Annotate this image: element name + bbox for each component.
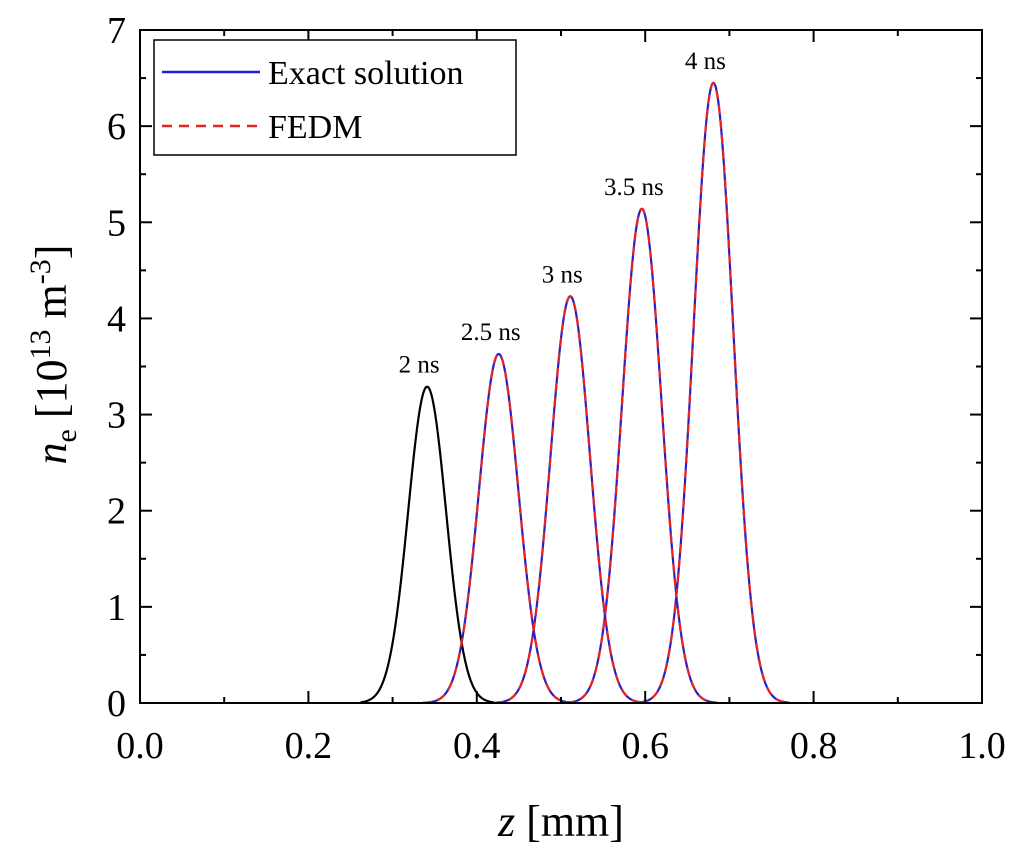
y-axis-unit-mid: m [27, 284, 76, 329]
y-tick-label: 0 [107, 683, 126, 725]
curves [360, 81, 790, 703]
y-axis-sup1: 13 [24, 329, 57, 359]
y-tick-label: 6 [107, 106, 126, 148]
y-axis-title: ne [1013 m-3] [24, 245, 83, 465]
peak-label: 2 ns [399, 352, 440, 379]
annotations: 2 ns 2.5 ns 3 ns 3.5 ns 4 ns [399, 48, 726, 379]
x-tick-label: 0.2 [285, 725, 333, 767]
axis-titles: z [mm]ne [1013 m-3] [24, 245, 624, 846]
fedm-curve-4 [637, 81, 790, 703]
peak-label: 4 ns [685, 48, 726, 75]
y-axis-var: n [27, 442, 76, 464]
x-axis-unit: [mm] [515, 797, 624, 846]
exact-curve-0 [360, 385, 494, 703]
y-axis-unit-close: ] [27, 245, 76, 260]
legend-box [153, 39, 517, 156]
fedm-curve-3 [565, 207, 718, 703]
x-tick-label: 0.6 [621, 725, 669, 767]
legend-label: FEDM [268, 109, 362, 146]
peak-label: 2.5 ns [461, 319, 521, 346]
exact-curve-2 [494, 295, 647, 703]
y-axis-unit-open: [10 [27, 359, 76, 429]
y-tick-label: 7 [107, 10, 126, 52]
x-tick-label: 1.0 [958, 725, 1006, 767]
y-tick-label: 1 [107, 587, 126, 629]
y-tick-label: 2 [107, 491, 126, 533]
axes: 0.0 0.2 0.4 0.6 0.8 1.0 0 1 2 3 4 5 6 7 [107, 10, 1006, 767]
y-tick-label: 5 [107, 202, 126, 244]
x-axis-title: z [mm] [497, 797, 624, 846]
y-axis-sub: e [50, 429, 83, 442]
fedm-curve-2 [494, 295, 647, 703]
exact-curve-1 [422, 352, 575, 703]
y-tick-label: 4 [107, 298, 126, 340]
fedm-curve-1 [422, 352, 575, 703]
peak-label: 3.5 ns [604, 174, 664, 201]
x-tick-label: 0.0 [116, 725, 164, 767]
x-tick-label: 0.8 [790, 725, 838, 767]
x-tick-label: 0.4 [453, 725, 501, 767]
legend-label: Exact solution [268, 55, 463, 92]
y-tick-label: 3 [107, 395, 126, 437]
y-axis-sup2: -3 [24, 259, 57, 284]
peak-label: 3 ns [542, 261, 583, 288]
x-axis-var: z [497, 797, 515, 846]
legend: Exact solution FEDM [153, 39, 517, 156]
